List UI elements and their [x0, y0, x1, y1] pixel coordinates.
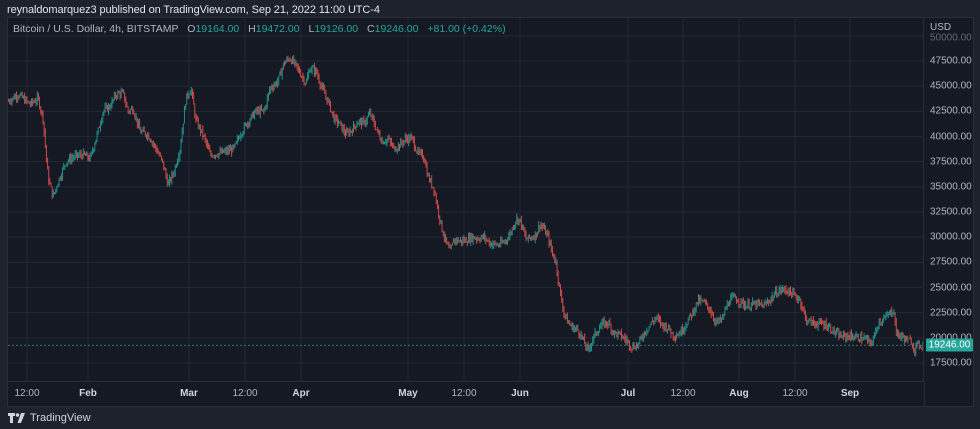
price-axis[interactable]: USD 19246.00 17500.00 20000.00 22500.00 250…	[924, 18, 975, 382]
last-price-tag: 19246.00	[926, 338, 973, 352]
chart-container: Bitcoin / U.S. Dollar, 4h, BITSTAMP O191…	[7, 17, 974, 407]
time-tick-label: 12:00	[14, 388, 40, 399]
price-tick-label: 45000.00	[930, 80, 972, 92]
price-tick-label: 37500.00	[930, 156, 972, 168]
price-tick-label: 40000.00	[930, 131, 972, 142]
brand-label: TradingView	[30, 412, 91, 424]
change-value: +81.00 (+0.42%)	[427, 23, 506, 35]
time-tick-label: 12:00	[232, 388, 258, 399]
price-tick-label: 50000.00	[930, 32, 972, 44]
ohlc-legend: Bitcoin / U.S. Dollar, 4h, BITSTAMP O191…	[13, 23, 506, 35]
price-tick-label: 20000.00	[930, 332, 972, 344]
price-tick-label: 17500.00	[930, 357, 972, 369]
time-tick-label: 12:00	[670, 388, 696, 399]
price-tick-label: 32500.00	[930, 206, 972, 218]
time-axis[interactable]: 12:00 Feb Mar 12:00 Apr May 12:00 Jun Jul 12:00 Au…	[8, 382, 924, 406]
time-tick-label: May	[398, 388, 418, 399]
symbol-title: Bitcoin / U.S. Dollar, 4h, BITSTAMP	[13, 23, 179, 35]
tradingview-brand[interactable]: TradingView	[8, 412, 91, 424]
price-tick-label: 27500.00	[930, 256, 972, 268]
low-value: 19126.00	[314, 23, 359, 35]
price-tick-label: 35000.00	[930, 181, 972, 193]
time-tick-label: Aug	[729, 388, 749, 399]
time-tick-label: Jun	[511, 388, 529, 399]
price-tick-label: 42500.00	[930, 105, 972, 117]
time-tick-label: 12:00	[451, 388, 477, 399]
time-tick-label: Feb	[79, 388, 97, 399]
time-tick-label: Mar	[180, 388, 198, 399]
price-tick-label: 30000.00	[930, 231, 972, 243]
axis-corner	[924, 382, 975, 406]
tradingview-logo-icon	[8, 413, 25, 423]
price-tick-label: 47500.00	[930, 55, 972, 67]
time-tick-label: Sep	[840, 388, 860, 399]
open-value: 19164.00	[195, 23, 240, 35]
time-tick-label: 12:00	[782, 388, 808, 399]
price-tick-label: 25000.00	[930, 282, 972, 293]
publish-info: reynaldomarquez3 published on TradingVie…	[7, 4, 380, 16]
currency-label: USD	[930, 22, 952, 33]
price-tick-label: 22500.00	[930, 307, 972, 319]
time-tick-label: Apr	[292, 388, 310, 399]
time-tick-label: Jul	[620, 388, 636, 399]
plot-area[interactable]: Bitcoin / U.S. Dollar, 4h, BITSTAMP O191…	[8, 18, 924, 382]
high-value: 19472.00	[255, 23, 300, 35]
close-value: 19246.00	[374, 23, 419, 35]
candlestick-chart[interactable]	[8, 18, 924, 382]
